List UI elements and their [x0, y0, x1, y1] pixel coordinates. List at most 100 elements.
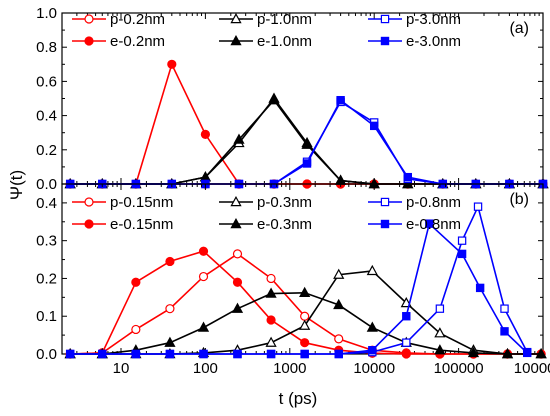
- y-tick-label: 0.0: [36, 346, 57, 363]
- legend-marker: [230, 195, 242, 207]
- y-tick-label: 0.8: [36, 39, 57, 56]
- y-axis-title: Ψ(t): [7, 170, 26, 200]
- legend-label: p-3.0nm: [406, 11, 461, 28]
- legend-marker: [230, 12, 242, 24]
- data-point: [435, 304, 445, 313]
- series-line: [70, 222, 528, 355]
- data-point: [334, 334, 344, 344]
- legend-label: p-0.8nm: [406, 194, 461, 211]
- data-point: [265, 287, 277, 298]
- data-point: [401, 349, 411, 359]
- panel-label: (b): [509, 191, 529, 208]
- x-tick-label: 10: [113, 360, 130, 377]
- data-point: [131, 324, 141, 335]
- legend-marker: [380, 36, 390, 46]
- y-tick-label: 0.4: [36, 108, 57, 125]
- data-point: [467, 346, 480, 358]
- data-point: [232, 249, 243, 259]
- legend-marker: [380, 219, 390, 229]
- x-tick-label: 1000: [273, 360, 306, 377]
- y-tick-label: 0.2: [36, 142, 57, 159]
- data-point: [266, 273, 276, 284]
- x-tick-label: 100: [193, 360, 218, 377]
- x-tick-label: 100000: [434, 360, 484, 377]
- data-point: [197, 321, 210, 332]
- x-tick-label: 10000: [353, 360, 395, 377]
- data-point: [300, 338, 310, 348]
- data-point: [523, 348, 532, 358]
- data-point: [300, 311, 310, 321]
- data-point: [131, 349, 141, 359]
- legend-label: p-0.3nm: [257, 194, 312, 211]
- data-point: [165, 349, 175, 359]
- data-point: [425, 219, 434, 228]
- panel-b: 0.0 0.1 0.2 0.3 0.4 10 100 1000 10000 100000 10000…: [36, 183, 550, 377]
- data-point: [131, 277, 141, 287]
- data-point: [231, 302, 244, 313]
- data-point: [500, 304, 509, 313]
- data-point: [266, 349, 276, 359]
- data-point: [233, 349, 242, 359]
- panel-label: (a): [509, 20, 529, 37]
- data-point: [299, 286, 311, 297]
- data-point: [457, 249, 467, 259]
- y-tick-label: 0.6: [36, 73, 57, 90]
- data-point: [300, 349, 309, 359]
- legend-marker: [84, 219, 94, 229]
- legend-label: p-0.15nm: [110, 194, 173, 211]
- y-tick-label: 0.4: [36, 195, 57, 212]
- data-point: [434, 327, 446, 338]
- data-point: [500, 327, 509, 336]
- data-point: [368, 346, 377, 355]
- data-point: [434, 344, 446, 355]
- y-tick-label: 0.2: [36, 270, 57, 287]
- x-tick-label: 1000000: [514, 360, 550, 377]
- data-point: [457, 236, 467, 245]
- data-point: [302, 159, 312, 168]
- legend-marker: [84, 36, 94, 46]
- data-point: [366, 321, 378, 332]
- data-point: [366, 264, 378, 276]
- legend-label: e-3.0nm: [406, 33, 461, 50]
- legend-marker: [380, 197, 390, 207]
- data-point: [232, 277, 243, 287]
- data-point: [265, 336, 277, 347]
- data-point: [402, 177, 414, 189]
- data-point: [233, 133, 245, 144]
- data-point: [402, 338, 411, 347]
- data-point: [299, 319, 311, 330]
- data-point: [334, 349, 343, 359]
- data-point: [198, 271, 209, 282]
- x-axis-title: t (ps): [279, 389, 318, 408]
- legend-label: e-0.15nm: [110, 216, 173, 233]
- data-point: [473, 202, 483, 211]
- data-point: [501, 347, 514, 359]
- data-point: [333, 298, 345, 310]
- data-point: [268, 94, 280, 105]
- data-point: [369, 121, 379, 131]
- data-point: [167, 59, 177, 69]
- legend-marker: [380, 14, 390, 24]
- legend-label: e-0.2nm: [110, 33, 165, 50]
- data-point: [333, 268, 345, 279]
- data-point: [200, 129, 210, 140]
- data-point: [165, 304, 175, 314]
- legend-label: p-0.2nm: [110, 11, 165, 28]
- legend-label: e-0.8nm: [406, 216, 461, 233]
- y-tick-label: 0.0: [36, 176, 57, 193]
- legend-marker: [84, 14, 94, 24]
- y-tick-label: 0.1: [36, 308, 57, 325]
- data-point: [336, 96, 345, 105]
- legend-label: p-1.0nm: [257, 11, 312, 28]
- data-point: [198, 246, 209, 256]
- data-point: [475, 283, 485, 293]
- data-point: [164, 336, 176, 347]
- data-point: [65, 349, 75, 359]
- data-point: [199, 349, 208, 359]
- legend-label: e-1.0nm: [257, 33, 312, 50]
- data-point: [402, 312, 411, 321]
- legend-marker: [230, 217, 242, 229]
- y-tick-label: 0.3: [36, 233, 57, 250]
- legend-marker: [230, 34, 242, 46]
